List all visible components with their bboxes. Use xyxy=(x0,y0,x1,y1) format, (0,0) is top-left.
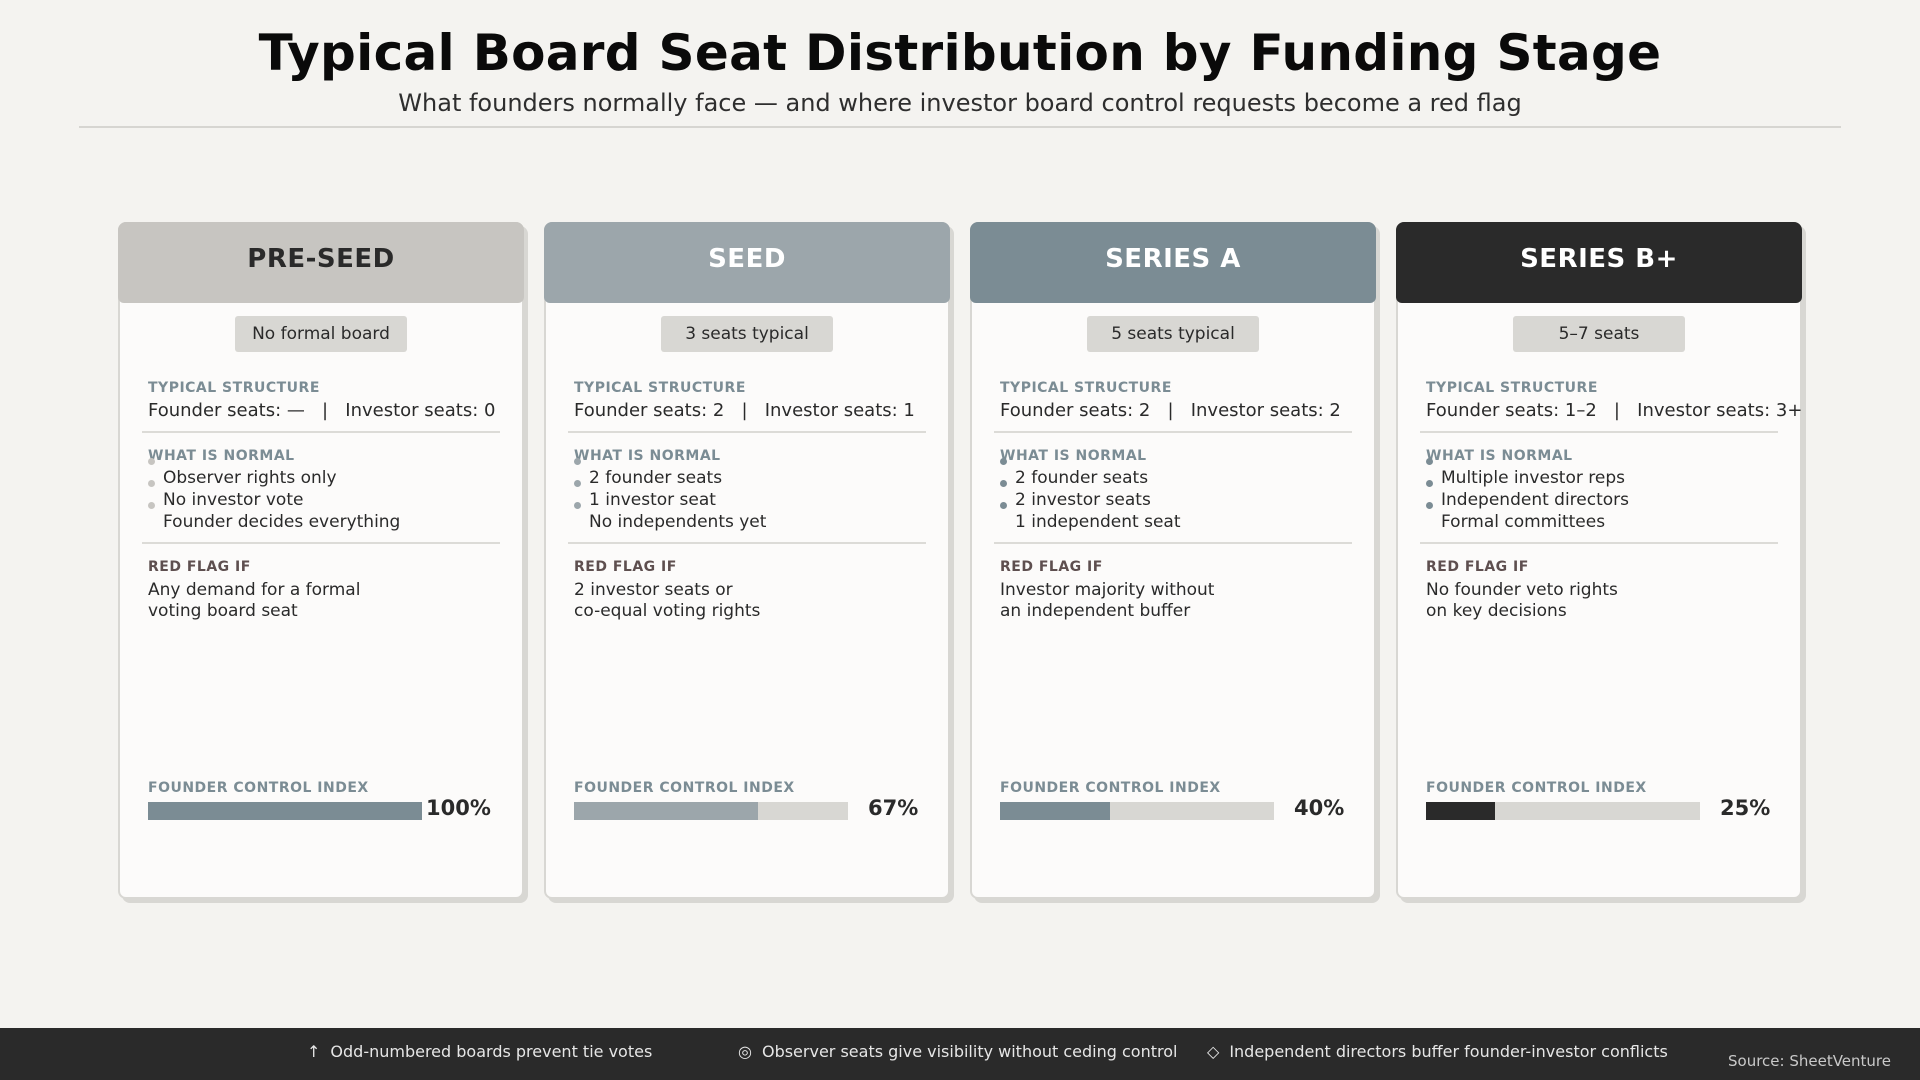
target-icon: ◎ xyxy=(738,1042,752,1061)
founder-control-fill xyxy=(1000,802,1110,820)
what-is-normal-label: WHAT IS NORMAL xyxy=(1426,448,1573,464)
stage-card-series-a: SERIES A 5 seats typical TYPICAL STRUCTU… xyxy=(970,222,1376,899)
normal-list: 2 founder seats 2 investor seats 1 indep… xyxy=(1000,458,1180,533)
section-divider xyxy=(994,542,1352,544)
normal-item: Observer rights only xyxy=(148,458,400,489)
typical-structure-value: Founder seats: 2 | Investor seats: 2 xyxy=(1000,400,1341,421)
bullet-icon xyxy=(1000,458,1007,465)
typical-structure-value: Founder seats: 1–2 | Investor seats: 3+ xyxy=(1426,400,1803,421)
footnote-odd-boards: ↑ Odd-numbered boards prevent tie votes xyxy=(307,1042,653,1061)
page-subtitle: What founders normally face — and where … xyxy=(398,89,1522,117)
arrow-up-icon: ↑ xyxy=(307,1042,321,1061)
bullet-icon xyxy=(1000,502,1007,509)
founder-control-fill xyxy=(1426,802,1495,820)
founder-control-value: 25% xyxy=(1720,796,1771,820)
board-size-badge: 5–7 seats xyxy=(1513,316,1685,352)
source-credit: Source: SheetVenture xyxy=(1728,1052,1891,1070)
stage-card-pre-seed: PRE-SEED No formal board TYPICAL STRUCTU… xyxy=(118,222,524,899)
bullet-icon xyxy=(574,480,581,487)
bullet-icon xyxy=(1426,502,1433,509)
stage-name: PRE-SEED xyxy=(247,244,395,274)
red-flag-label: RED FLAG IF xyxy=(1426,559,1529,575)
stage-header: SERIES A xyxy=(970,222,1376,303)
founder-control-fill xyxy=(574,802,758,820)
header-divider xyxy=(79,126,1841,128)
stage-name: SERIES B+ xyxy=(1520,244,1678,274)
red-flag-text: Investor majority without an independent… xyxy=(1000,580,1215,621)
page-title: Typical Board Seat Distribution by Fundi… xyxy=(258,24,1662,82)
bullet-icon xyxy=(148,458,155,465)
red-flag-text: 2 investor seats or co-equal voting righ… xyxy=(574,580,761,621)
section-divider xyxy=(994,431,1352,433)
diamond-icon: ◇ xyxy=(1207,1042,1220,1061)
bullet-icon xyxy=(148,480,155,487)
section-divider xyxy=(142,542,500,544)
founder-control-bar xyxy=(148,802,422,820)
normal-item: No independents yet xyxy=(574,502,766,533)
typical-structure-label: TYPICAL STRUCTURE xyxy=(1426,380,1598,396)
founder-control-fill xyxy=(148,802,422,820)
founder-control-value: 67% xyxy=(868,796,919,820)
red-flag-text: Any demand for a formal voting board sea… xyxy=(148,580,361,621)
normal-item: Independent directors xyxy=(1426,480,1629,511)
normal-item: Formal committees xyxy=(1426,502,1629,533)
bullet-icon xyxy=(1426,480,1433,487)
founder-control-bar xyxy=(1426,802,1700,820)
footnote-observer-seats: ◎ Observer seats give visibility without … xyxy=(738,1042,1178,1061)
typical-structure-label: TYPICAL STRUCTURE xyxy=(1000,380,1172,396)
normal-item: Founder decides everything xyxy=(148,502,400,533)
what-is-normal-label: WHAT IS NORMAL xyxy=(1000,448,1147,464)
stage-header: PRE-SEED xyxy=(118,222,524,303)
stage-card-seed: SEED 3 seats typical TYPICAL STRUCTURE F… xyxy=(544,222,950,899)
bullet-icon xyxy=(1000,480,1007,487)
what-is-normal-label: WHAT IS NORMAL xyxy=(148,448,295,464)
section-divider xyxy=(142,431,500,433)
typical-structure-label: TYPICAL STRUCTURE xyxy=(574,380,746,396)
section-divider xyxy=(1420,431,1778,433)
founder-control-label: FOUNDER CONTROL INDEX xyxy=(1426,780,1647,796)
normal-item: Multiple investor reps xyxy=(1426,458,1629,489)
normal-item: 2 founder seats xyxy=(1000,458,1180,489)
founder-control-label: FOUNDER CONTROL INDEX xyxy=(1000,780,1221,796)
bullet-icon xyxy=(148,502,155,509)
stage-header: SEED xyxy=(544,222,950,303)
normal-item: No investor vote xyxy=(148,480,400,511)
normal-item: 2 founder seats xyxy=(574,458,766,489)
red-flag-text: No founder veto rights on key decisions xyxy=(1426,580,1618,621)
normal-item: 1 independent seat xyxy=(1000,502,1180,533)
normal-item: 2 investor seats xyxy=(1000,480,1180,511)
stage-card-series-b-plus: SERIES B+ 5–7 seats TYPICAL STRUCTURE Fo… xyxy=(1396,222,1802,899)
red-flag-label: RED FLAG IF xyxy=(1000,559,1103,575)
stage-name: SEED xyxy=(708,244,786,274)
red-flag-label: RED FLAG IF xyxy=(148,559,251,575)
section-divider xyxy=(1420,542,1778,544)
normal-item: 1 investor seat xyxy=(574,480,766,511)
founder-control-label: FOUNDER CONTROL INDEX xyxy=(574,780,795,796)
footer-bar xyxy=(0,1028,1920,1080)
stage-name: SERIES A xyxy=(1105,244,1241,274)
typical-structure-value: Founder seats: — | Investor seats: 0 xyxy=(148,400,496,421)
normal-list: 2 founder seats 1 investor seat No indep… xyxy=(574,458,766,533)
normal-list: Observer rights only No investor vote Fo… xyxy=(148,458,400,533)
section-divider xyxy=(568,542,926,544)
what-is-normal-label: WHAT IS NORMAL xyxy=(574,448,721,464)
bullet-icon xyxy=(574,502,581,509)
board-size-badge: 5 seats typical xyxy=(1087,316,1259,352)
founder-control-value: 100% xyxy=(426,796,491,820)
normal-list: Multiple investor reps Independent direc… xyxy=(1426,458,1629,533)
section-divider xyxy=(568,431,926,433)
stage-header: SERIES B+ xyxy=(1396,222,1802,303)
typical-structure-value: Founder seats: 2 | Investor seats: 1 xyxy=(574,400,915,421)
founder-control-bar xyxy=(574,802,848,820)
founder-control-value: 40% xyxy=(1294,796,1345,820)
bullet-icon xyxy=(574,458,581,465)
bullet-icon xyxy=(1426,458,1433,465)
typical-structure-label: TYPICAL STRUCTURE xyxy=(148,380,320,396)
board-size-badge: 3 seats typical xyxy=(661,316,833,352)
founder-control-bar xyxy=(1000,802,1274,820)
footnote-independent-directors: ◇ Independent directors buffer founder-in… xyxy=(1207,1042,1668,1061)
board-size-badge: No formal board xyxy=(235,316,407,352)
founder-control-label: FOUNDER CONTROL INDEX xyxy=(148,780,369,796)
red-flag-label: RED FLAG IF xyxy=(574,559,677,575)
